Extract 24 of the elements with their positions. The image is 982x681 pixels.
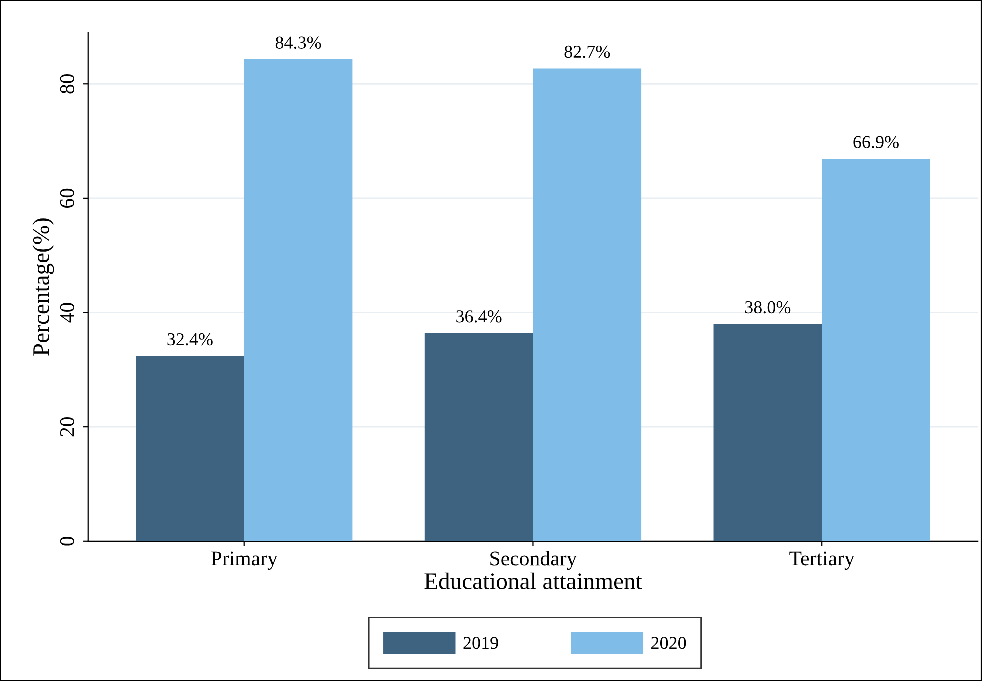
y-axis-title: Percentage(%) — [32, 218, 54, 356]
bar — [424, 333, 534, 542]
y-tick-label: 80 — [60, 74, 74, 94]
data-label: 38.0% — [745, 301, 791, 314]
bar — [714, 324, 822, 542]
legend-label: 2020 — [652, 637, 686, 650]
data-label: 32.4% — [168, 333, 213, 346]
data-label: 84.3% — [276, 36, 322, 50]
bar — [244, 60, 353, 542]
data-label: 36.4% — [456, 310, 502, 323]
bar — [822, 159, 930, 542]
y-tick-label: 0 — [60, 536, 74, 546]
x-tick-label: Primary — [211, 552, 278, 570]
y-tick-label: 20 — [60, 417, 74, 437]
y-tick-label: 60 — [60, 188, 74, 208]
data-label: 82.7% — [564, 46, 610, 58]
x-tick-label: Tertiary — [790, 552, 855, 570]
bar — [136, 356, 244, 542]
bar — [533, 68, 642, 542]
y-tick-label: 40 — [60, 303, 74, 323]
x-tick-label: Secondary — [490, 551, 578, 570]
x-axis-title: Educational attainment — [424, 572, 642, 590]
data-label: 66.9% — [854, 136, 899, 148]
legend-label: 2019 — [464, 637, 498, 650]
